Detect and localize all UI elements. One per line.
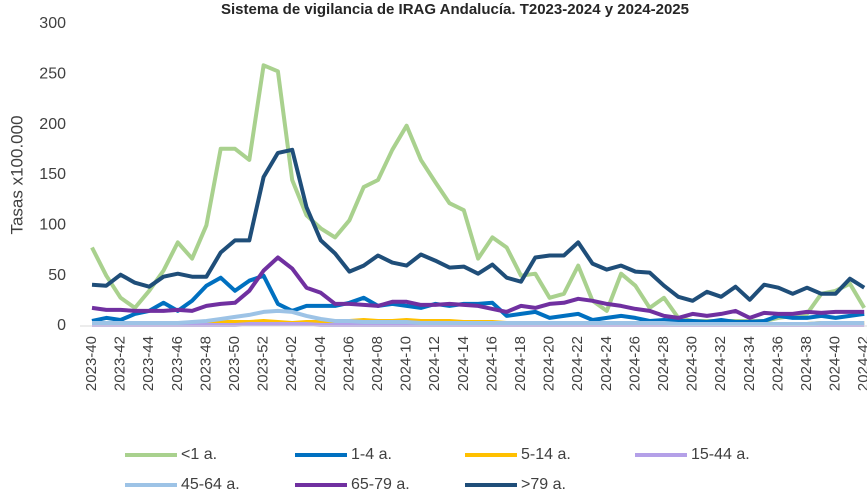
x-tick-label: 2023-52 bbox=[255, 336, 272, 391]
x-tick-label: 2023-40 bbox=[83, 336, 100, 391]
x-tick-label: 2024-30 bbox=[684, 336, 701, 391]
x-tick-label: 2024-32 bbox=[712, 336, 729, 391]
x-tick-label: 2024-16 bbox=[483, 336, 500, 391]
series-line bbox=[91, 255, 865, 320]
x-tick-label: 2024-26 bbox=[626, 336, 643, 391]
x-tick-label: 2024-20 bbox=[541, 336, 558, 391]
x-tick-label: 2024-10 bbox=[398, 336, 415, 391]
series-line bbox=[92, 308, 865, 326]
x-tick-label: 2024-06 bbox=[340, 336, 357, 391]
x-tick-label: 2024-04 bbox=[312, 336, 329, 391]
legend-label: >79 a. bbox=[521, 476, 566, 493]
x-tick-label: 2024-34 bbox=[741, 336, 758, 391]
x-tick-label: 2023-46 bbox=[169, 336, 186, 391]
x-tick-label: 2023-48 bbox=[197, 336, 214, 391]
chart-title: Sistema de vigilancia de IRAG Andalucía.… bbox=[221, 1, 689, 18]
y-tick-label: 250 bbox=[39, 66, 66, 83]
x-tick-label: 2024-28 bbox=[655, 336, 672, 391]
legend: <1 a. 1-4 a. 5-14 a. 15-44 a. 45-64 a. 65-79 … bbox=[125, 446, 750, 493]
legend-label: 45-64 a. bbox=[181, 476, 240, 493]
y-tick-label: 0 bbox=[57, 317, 66, 334]
legend-label: 5-14 a. bbox=[521, 446, 571, 463]
legend-label: 15-44 a. bbox=[691, 446, 750, 463]
x-tick-label: 2024-14 bbox=[455, 336, 472, 391]
x-tick-label: 2024-42 bbox=[855, 336, 867, 391]
y-tick-label: 50 bbox=[48, 267, 66, 284]
y-tick-label: 300 bbox=[39, 15, 66, 32]
y-tick-label: 150 bbox=[39, 166, 66, 183]
series-line bbox=[91, 147, 866, 303]
x-tick-label: 2023-50 bbox=[226, 336, 243, 391]
x-tick-label: 2023-42 bbox=[112, 336, 129, 391]
x-tick-label: 2024-36 bbox=[769, 336, 786, 391]
plot-area bbox=[90, 63, 866, 327]
x-tick-label: 2024-08 bbox=[369, 336, 386, 391]
y-axis-title: Tasas x100.000 bbox=[7, 115, 26, 234]
legend-label: <1 a. bbox=[181, 446, 217, 463]
x-tick-label: 2024-22 bbox=[569, 336, 586, 391]
x-tick-label: 2024-12 bbox=[426, 336, 443, 391]
y-tick-label: 200 bbox=[39, 116, 66, 133]
legend-label: 65-79 a. bbox=[351, 476, 410, 493]
x-tick-label: 2024-38 bbox=[798, 336, 815, 391]
legend-label: 1-4 a. bbox=[351, 446, 392, 463]
x-tick-label: 2024-02 bbox=[283, 336, 300, 391]
x-tick-label: 2023-44 bbox=[140, 336, 157, 391]
x-tick-label: 2024-40 bbox=[827, 336, 844, 391]
x-tick-label: 2024-24 bbox=[598, 336, 615, 391]
x-tick-label: 2024-18 bbox=[512, 336, 529, 391]
y-tick-label: 100 bbox=[39, 217, 66, 234]
